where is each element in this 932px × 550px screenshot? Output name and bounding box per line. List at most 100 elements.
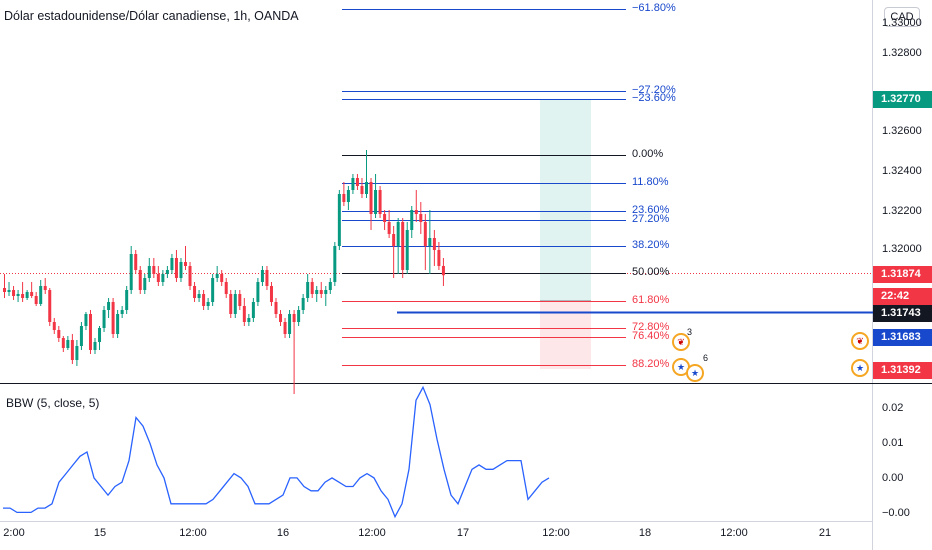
candle-body [84,314,88,326]
time-axis-label: 21 [818,527,832,539]
fib-level-label: 72.80% [632,321,670,333]
candle-body [297,310,301,322]
candle-body [79,326,83,346]
candle-body [16,294,20,296]
fib-level-label: 76.40% [632,330,670,342]
candle-body [138,270,142,290]
indicator-title[interactable]: BBW (5, close, 5) [6,396,100,410]
long-position-target-zone[interactable] [540,100,591,301]
candle-body [98,328,102,342]
candle-body [328,282,332,290]
candle-body [260,270,264,282]
candle-body [410,210,414,230]
candle-body [21,294,25,298]
candle-body [437,250,441,266]
candle-body [116,314,120,334]
candle-body [61,338,65,348]
candle-body [306,282,310,298]
time-axis-label: 18 [638,527,652,539]
candle-body [52,322,56,330]
candle-body [319,290,323,294]
candle-body [378,190,382,214]
candle-body [25,292,29,298]
candle-body [374,190,378,214]
bbw-axis-label: 0.01 [882,437,904,449]
candle-body [134,254,138,270]
candle-body [174,258,178,278]
candle-body [156,274,160,282]
candle-body [197,294,201,298]
candle-body [161,274,165,282]
usa-flag-icon[interactable]: ★ [851,359,869,377]
candle-body [288,314,292,334]
candle-body [152,266,156,274]
time-axis-label: 12:00 [720,527,748,539]
candle-body [432,238,436,250]
price-tag-line: 1.31743 [873,305,932,322]
time-axis-label: 15 [93,527,107,539]
candle-series[interactable] [3,150,445,394]
time-axis-label: 12:00 [358,527,386,539]
candle-body [202,294,206,306]
canada-flag-icon[interactable]: ❦ [672,333,690,351]
candle-body [383,214,387,222]
candle-body [401,222,405,270]
bbw-axis-label: 0.00 [882,472,904,484]
long-position-stop-zone[interactable] [540,301,591,369]
time-axis-label: 2:00 [3,527,25,539]
candle-body [342,194,346,202]
candle-body [251,302,255,318]
price-axis-label: 1.32800 [882,47,922,59]
candle-body [193,286,197,298]
candle-body [111,302,115,334]
price-tag-target: 1.32770 [873,91,932,108]
price-tag-last: 1.31874 [873,266,932,283]
candle-body [441,266,445,276]
time-axis-label: 12:00 [542,527,570,539]
candle-body [170,258,174,270]
candle-body [337,194,341,246]
chart-title[interactable]: Dólar estadounidense/Dólar canadiense, 1… [4,9,299,23]
event-count: 6 [703,353,709,363]
candle-body [392,234,396,246]
candle-body [93,342,97,350]
fib-level-label: 61.80% [632,294,670,306]
candle-body [346,190,350,202]
candle-body [405,230,409,270]
candle-body [247,318,251,322]
candle-body [129,254,133,290]
fib-level-label: 11.80% [632,176,669,188]
price-axis-label: 1.32600 [882,125,922,137]
time-axis-label: 12:00 [179,527,207,539]
usa-flag-icon[interactable]: ★ [686,364,704,382]
candle-body [324,290,328,294]
candle-body [423,222,427,246]
candle-body [43,286,47,290]
price-axis-label: 1.32000 [882,243,922,255]
fib-level-label: 38.20% [632,239,670,251]
candle-body [125,290,129,310]
bbw-line[interactable] [3,385,550,519]
candle-body [165,270,169,274]
candle-body [215,274,219,278]
fib-retracement[interactable] [342,9,626,366]
canada-flag-icon[interactable]: ❦ [851,332,869,350]
candle-body [57,330,61,338]
candle-body [351,178,355,190]
candle-body [179,262,183,278]
candle-body [88,314,92,350]
candle-body [184,262,187,266]
candle-body [12,290,16,296]
price-axis-label: 1.33000 [882,17,922,29]
candle-body [428,238,432,246]
candle-body [283,322,287,334]
bbw-indicator-pane[interactable] [3,385,550,519]
candle-body [355,178,359,186]
candle-body [39,286,43,304]
candle-body [301,298,305,310]
candle-body [48,290,52,322]
price-axis-label: 1.32400 [882,165,922,177]
currency-badge[interactable]: CAD [884,7,920,27]
candle-body [220,274,224,282]
